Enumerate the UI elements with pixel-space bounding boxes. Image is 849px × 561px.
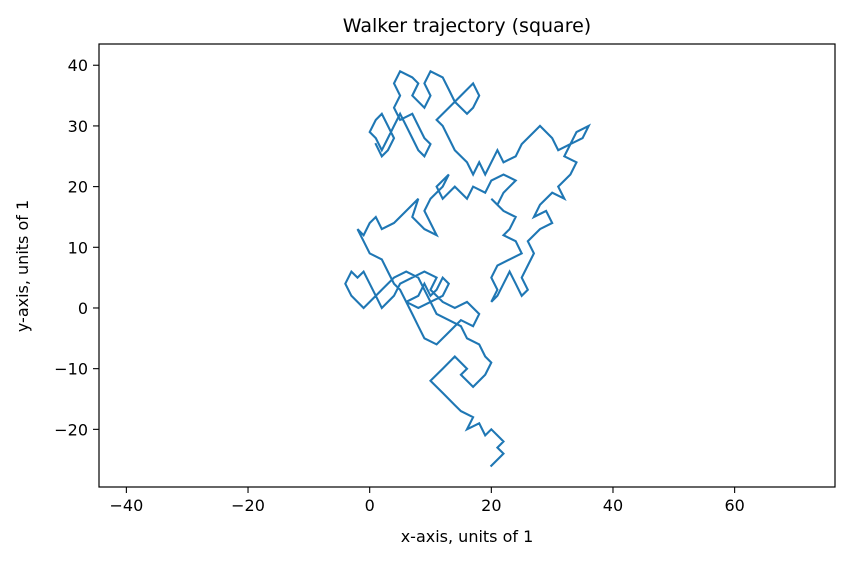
x-tick-label: 60 (724, 496, 744, 515)
x-axis-ticks: −40 −20 0 20 40 60 (109, 487, 745, 515)
y-tick-label: 40 (68, 56, 88, 75)
y-tick-label: 20 (68, 178, 88, 197)
x-tick-label: 0 (365, 496, 375, 515)
x-tick-label: 40 (603, 496, 623, 515)
series-layer (344, 69, 592, 468)
x-tick-label: 20 (481, 496, 501, 515)
x-tick-label: −40 (109, 496, 143, 515)
chart-title: Walker trajectory (square) (343, 15, 591, 37)
y-tick-label: 30 (68, 117, 88, 136)
y-axis-ticks: −20 −10 0 10 20 30 40 (54, 56, 99, 439)
y-tick-label: −10 (54, 360, 88, 379)
series-line (344, 69, 592, 468)
y-tick-label: −20 (54, 420, 88, 439)
x-tick-label: −20 (231, 496, 265, 515)
y-axis-label: y-axis, units of 1 (13, 200, 32, 332)
axes-frame (98, 43, 836, 488)
y-tick-label: 0 (78, 299, 88, 318)
plot-area (98, 43, 836, 488)
y-tick-label: 10 (68, 238, 88, 257)
x-axis-label: x-axis, units of 1 (401, 527, 534, 546)
